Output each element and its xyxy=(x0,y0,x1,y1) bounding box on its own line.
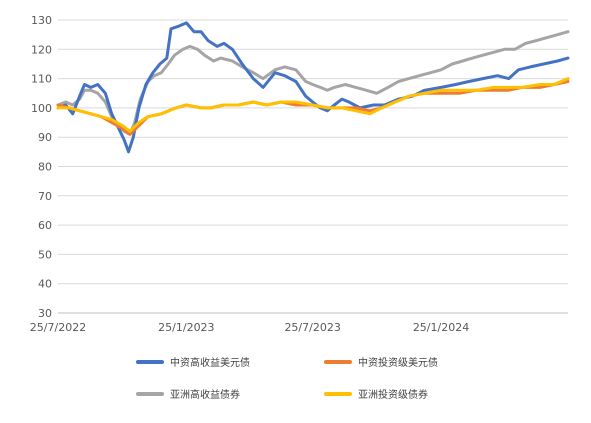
y-tick-label: 40 xyxy=(38,278,52,291)
x-tick-label: 25/1/2024 xyxy=(413,321,469,334)
x-tick-label: 25/7/2023 xyxy=(284,321,340,334)
gridlines xyxy=(58,19,568,285)
y-tick-label: 30 xyxy=(38,307,52,320)
y-tick-label: 70 xyxy=(38,190,52,203)
y-tick-label: 80 xyxy=(38,161,52,174)
legend-label: 中资高收益美元债 xyxy=(170,358,250,369)
legend-item: 中资投资级美元债 xyxy=(324,354,438,369)
legend-label: 亚洲高收益债券 xyxy=(170,390,240,401)
legend: 中资高收益美元债 中资投资级美元债 亚洲高收益债券 亚洲投资级债券 xyxy=(136,354,496,414)
legend-item: 中资高收益美元债 xyxy=(136,354,250,369)
legend-swatch xyxy=(324,391,352,396)
y-tick-label: 60 xyxy=(38,219,52,232)
x-axis-ticks: 25/7/2022 25/1/2023 25/7/2023 25/1/2024 xyxy=(30,321,469,334)
legend-label: 中资投资级美元债 xyxy=(358,358,438,369)
y-axis-ticks: 30 40 50 60 70 80 90 100 110 120 130 xyxy=(31,14,52,320)
series-line xyxy=(56,30,570,136)
legend-label: 亚洲投资级债券 xyxy=(358,390,428,401)
y-tick-label: 120 xyxy=(31,43,52,56)
legend-swatch xyxy=(136,359,164,364)
y-tick-label: 100 xyxy=(31,102,52,115)
legend-item: 亚洲高收益债券 xyxy=(136,386,240,401)
y-tick-label: 50 xyxy=(38,248,52,261)
legend-swatch xyxy=(136,391,164,396)
series-line xyxy=(56,21,570,154)
y-tick-label: 110 xyxy=(31,73,52,86)
series-lines xyxy=(56,21,570,154)
series-line xyxy=(56,77,570,133)
y-tick-label: 90 xyxy=(38,131,52,144)
legend-item: 亚洲投资级债券 xyxy=(324,386,428,401)
x-tick-label: 25/1/2023 xyxy=(158,321,214,334)
legend-swatch xyxy=(324,359,352,364)
y-tick-label: 130 xyxy=(31,14,52,27)
x-tick-label: 25/7/2022 xyxy=(30,321,86,334)
